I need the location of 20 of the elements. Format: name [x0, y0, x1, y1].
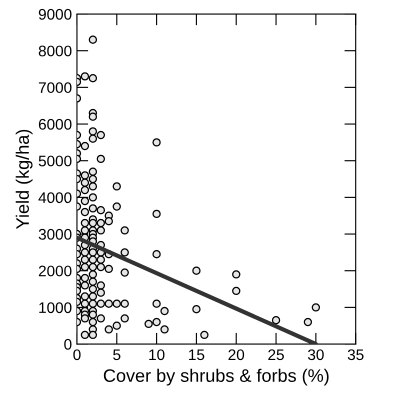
- x-tick-label: 20: [228, 349, 244, 360]
- x-axis-title: Cover by shrubs & forbs (%): [104, 368, 329, 386]
- x-tick-label: 35: [348, 349, 364, 360]
- y-tick-label: 6000: [38, 118, 72, 130]
- x-tick-label: 25: [268, 349, 284, 360]
- y-tick-label: 1000: [39, 302, 72, 314]
- x-tick-label: 15: [189, 349, 204, 360]
- y-tick-label: 4000: [38, 192, 72, 204]
- y-tick-label: 3000: [38, 228, 72, 240]
- x-tick-label: 30: [308, 349, 324, 360]
- y-tick-label: 7000: [38, 82, 72, 94]
- y-tick-label: 5000: [38, 156, 72, 166]
- x-tick-label: 0: [73, 349, 81, 360]
- x-tick-label: 5: [113, 349, 120, 360]
- x-tick-label: 10: [149, 349, 164, 360]
- y-tick-label: 2000: [38, 266, 72, 276]
- y-tick-label: 9000: [38, 8, 72, 20]
- y-axis-title: Yield (kg/ha): [16, 130, 33, 229]
- y-tick-label: 8000: [38, 46, 72, 56]
- y-tick-label: 0: [64, 338, 72, 350]
